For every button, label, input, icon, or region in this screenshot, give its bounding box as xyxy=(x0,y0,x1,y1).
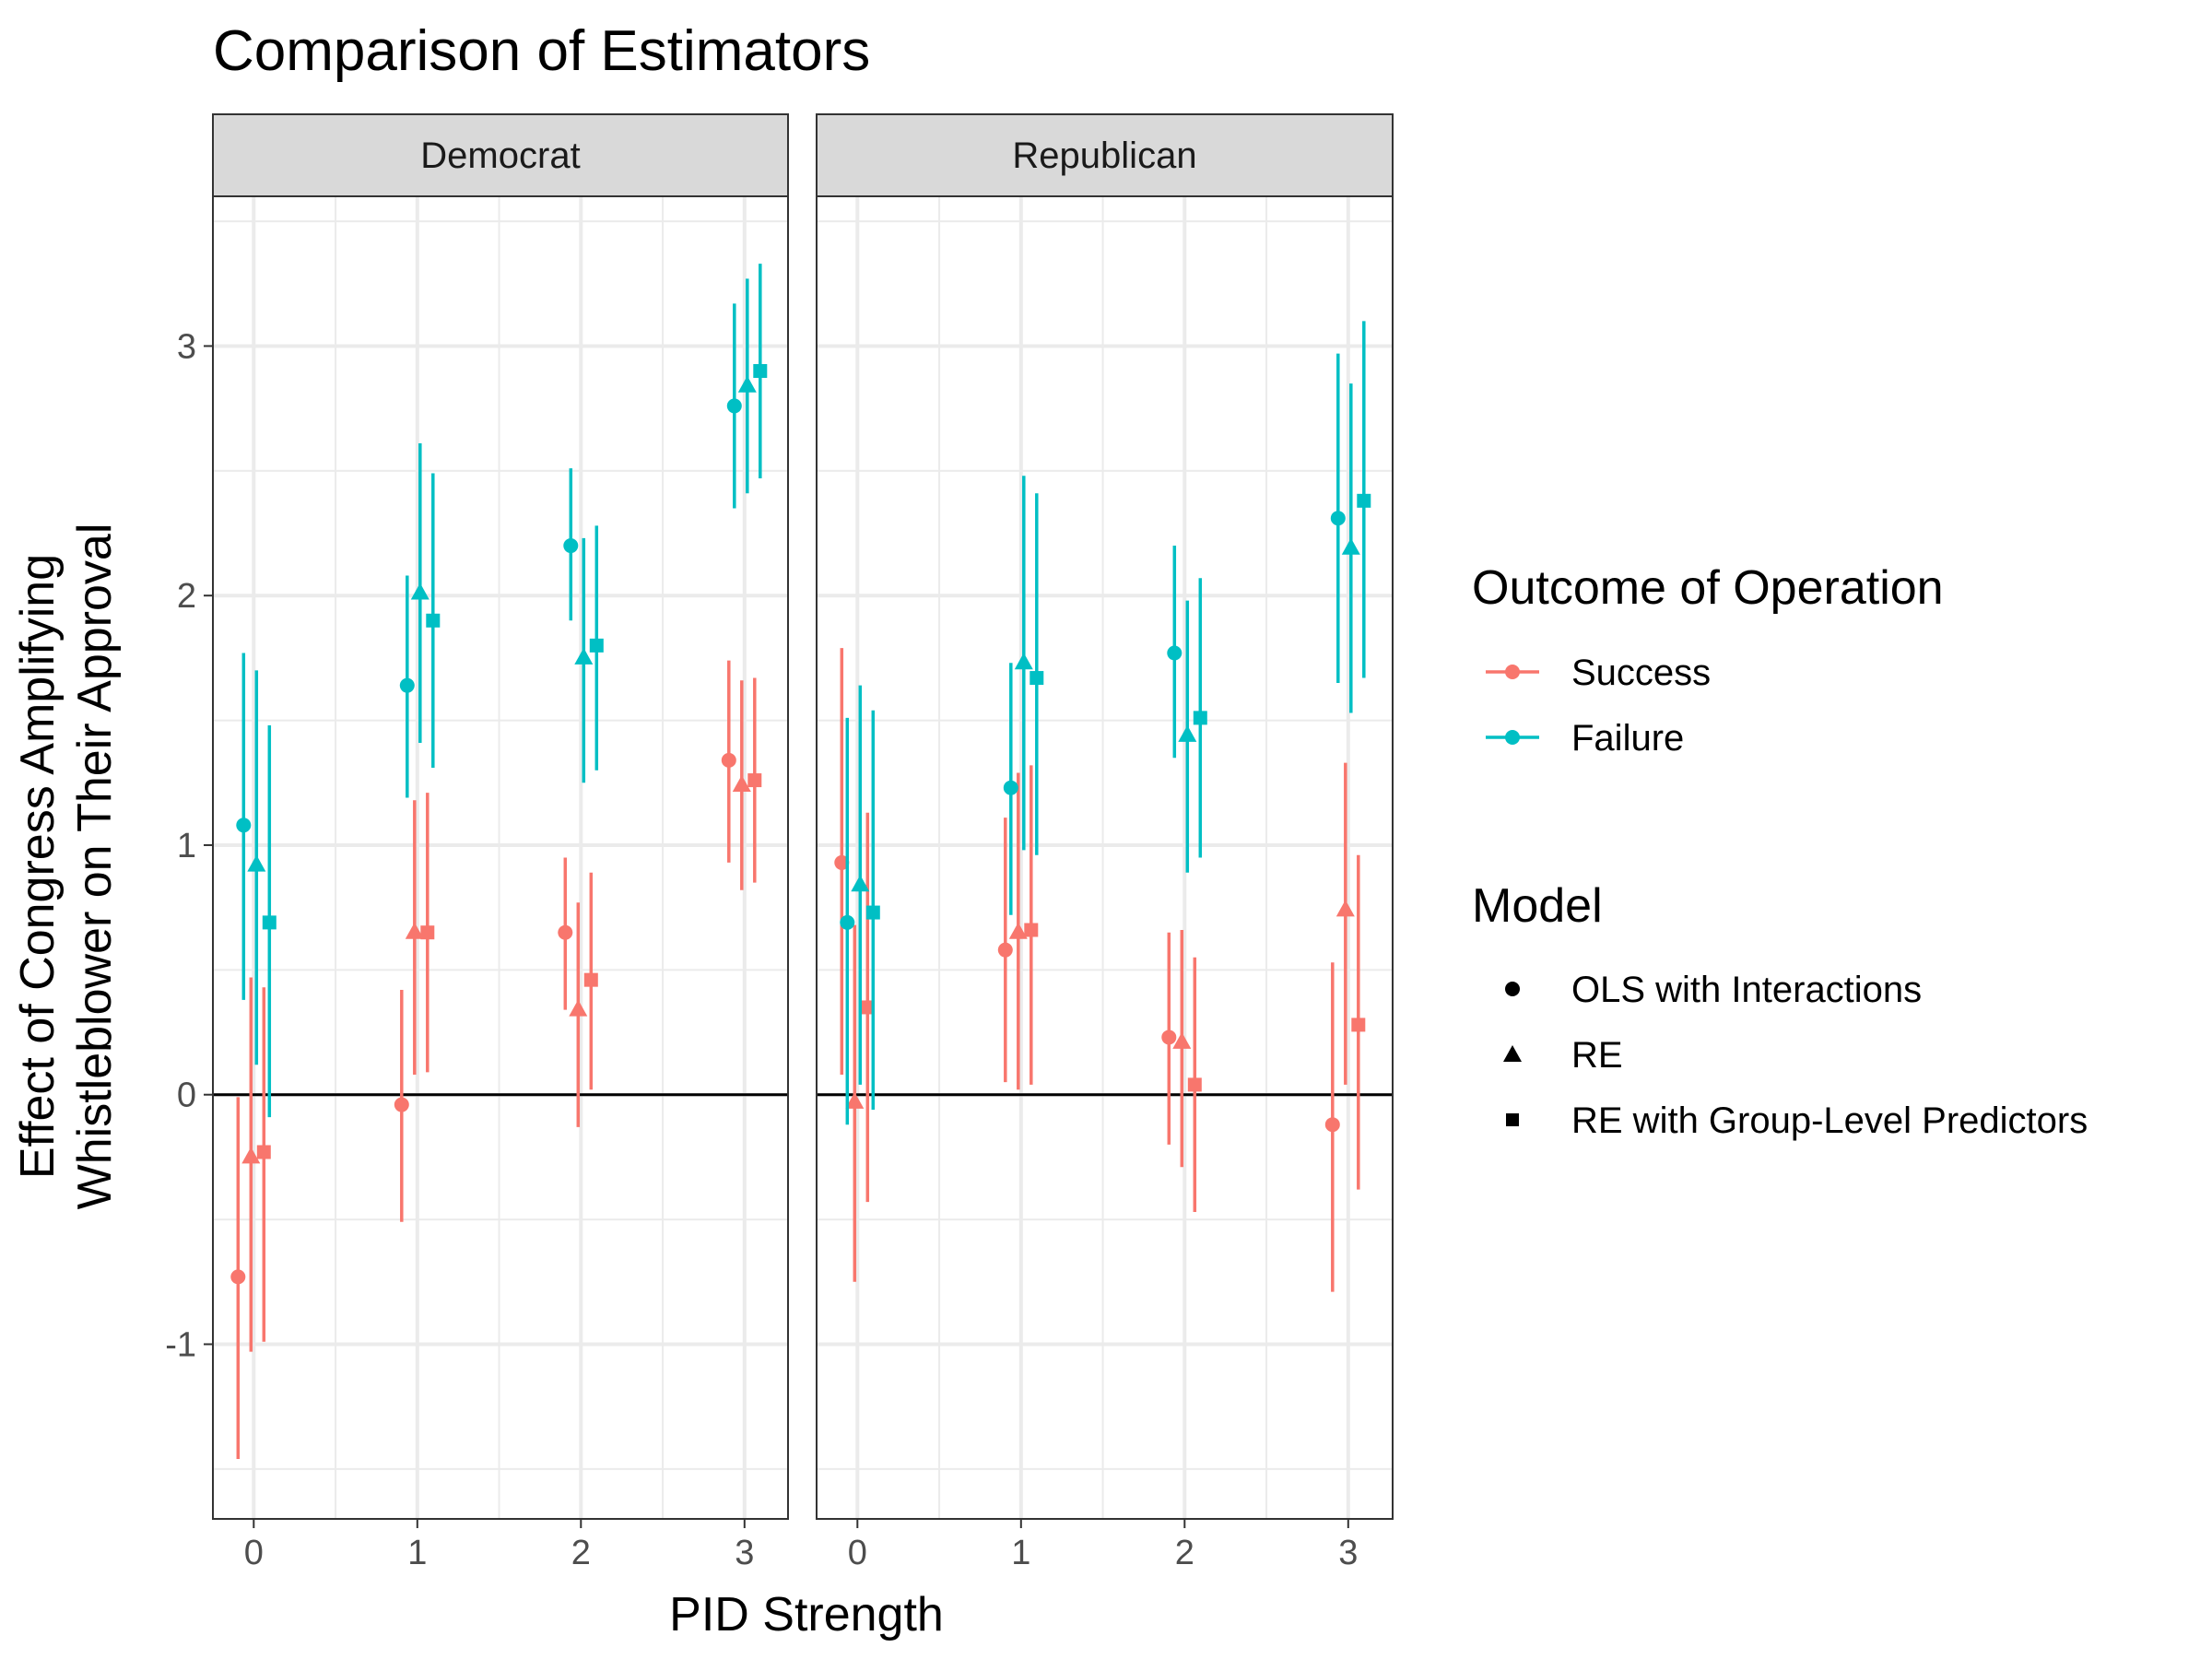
y-tick-label: 2 xyxy=(177,577,196,616)
y-tick-label: 0 xyxy=(177,1077,196,1115)
panel-background xyxy=(213,196,788,1519)
x-tick-label: 0 xyxy=(244,1534,264,1572)
data-point-circle xyxy=(236,818,252,833)
panels: Democrat 0 1 2 3 -1 0 1 2 3 Republican 0 1 2 3 xyxy=(165,113,1394,1572)
x-tick-label: 3 xyxy=(1338,1534,1358,1572)
data-point-square xyxy=(753,364,768,379)
panel-republican: Republican 0 1 2 3 xyxy=(816,113,1394,1572)
legend-item-ols: OLS with Interactions xyxy=(1505,970,1922,1010)
legend-outcome: Outcome of Operation Success Failure xyxy=(1472,561,1944,759)
data-point-triangle xyxy=(410,582,429,600)
legend-key-square-icon xyxy=(1506,1113,1519,1126)
data-point-circle xyxy=(721,752,736,768)
data-point-circle xyxy=(394,1097,409,1112)
chart-title: Comparison of Estimators xyxy=(213,19,870,83)
legend-item-failure: Failure xyxy=(1486,718,1684,759)
strip-democrat xyxy=(212,113,789,197)
legend-model-title: Model xyxy=(1472,879,1603,933)
data-point-triangle xyxy=(1335,900,1355,917)
data-point-triangle xyxy=(737,375,757,393)
data-point-triangle xyxy=(1178,724,1197,742)
data-point-triangle xyxy=(851,875,870,892)
data-point-square xyxy=(1351,1018,1366,1032)
data-point-triangle xyxy=(241,1147,261,1164)
data-point-triangle xyxy=(574,647,594,665)
x-tick-label: 1 xyxy=(1011,1534,1030,1572)
data-point-circle xyxy=(558,924,573,940)
data-point-square xyxy=(420,925,435,940)
data-point-circle xyxy=(1330,511,1346,526)
legend-key-circle-icon xyxy=(1505,982,1520,996)
x-tick-label: 3 xyxy=(735,1534,754,1572)
data-point-triangle xyxy=(1341,537,1360,555)
data-point-square xyxy=(426,613,441,628)
data-point-triangle xyxy=(1172,1031,1192,1049)
y-tick-label: -1 xyxy=(165,1325,196,1364)
legend-label-failure: Failure xyxy=(1571,718,1684,759)
data-point-triangle xyxy=(1008,922,1028,939)
legend-item-re: RE xyxy=(1503,1035,1623,1076)
panel-border xyxy=(816,195,1394,1520)
y-tick-label: 1 xyxy=(177,827,196,865)
data-point-circle xyxy=(230,1269,246,1285)
data-point-circle xyxy=(1161,1030,1177,1045)
data-point-square xyxy=(1357,493,1371,508)
data-point-triangle xyxy=(569,999,588,1017)
x-axis-title: PID Strength xyxy=(669,1588,944,1641)
data-point-circle xyxy=(399,677,415,693)
data-point-circle xyxy=(1003,780,1018,795)
legend-label-re-group: RE with Group-Level Predictors xyxy=(1571,1100,2088,1141)
x-tick-label: 2 xyxy=(571,1534,591,1572)
data-point-circle xyxy=(840,914,855,930)
data-point-circle xyxy=(834,854,850,870)
legend-key-point-success xyxy=(1505,665,1520,679)
legend-label-re: RE xyxy=(1571,1035,1623,1076)
data-point-square xyxy=(589,638,604,653)
legend-label-success: Success xyxy=(1571,653,1711,693)
data-point-square xyxy=(583,972,598,987)
legend-outcome-title: Outcome of Operation xyxy=(1472,561,1944,615)
legend-item-re-group: RE with Group-Level Predictors xyxy=(1506,1100,2088,1141)
data-point-circle xyxy=(563,538,579,554)
data-point-circle xyxy=(997,942,1013,958)
legend-model: Model OLS with Interactions RE RE with G… xyxy=(1472,879,2088,1141)
y-tick-label: 3 xyxy=(177,327,196,366)
data-point-square xyxy=(1024,923,1039,937)
data-point-square xyxy=(865,905,880,920)
data-point-square xyxy=(747,773,762,788)
data-point-square xyxy=(256,1145,271,1159)
data-point-circle xyxy=(726,398,742,414)
x-tick-label: 1 xyxy=(407,1534,427,1572)
data-point-circle xyxy=(1167,645,1182,661)
y-axis-title: Effect of Congress Amplifying Whistleblo… xyxy=(11,524,122,1210)
y-axis-title-line-2: Whistleblower on Their Approval xyxy=(68,524,122,1210)
data-point-square xyxy=(1187,1077,1202,1092)
strip-label-republican: Republican xyxy=(1012,135,1196,176)
data-point-square xyxy=(262,915,276,930)
panel-background xyxy=(817,196,1393,1519)
data-point-triangle xyxy=(732,774,751,792)
panel-democrat: Democrat 0 1 2 3 -1 0 1 2 3 xyxy=(165,113,789,1572)
strip-label-democrat: Democrat xyxy=(420,135,580,176)
data-point-triangle xyxy=(845,1091,865,1109)
legend-item-success: Success xyxy=(1486,653,1711,693)
data-point-triangle xyxy=(1014,653,1033,670)
legend-key-point-failure xyxy=(1505,730,1520,745)
strip-republican xyxy=(816,113,1394,197)
data-point-triangle xyxy=(405,922,424,939)
legend-label-ols: OLS with Interactions xyxy=(1571,970,1922,1010)
x-tick-label: 0 xyxy=(848,1534,867,1572)
panel-border xyxy=(212,195,789,1520)
data-point-square xyxy=(1193,711,1207,725)
data-point-triangle xyxy=(247,854,266,872)
data-point-square xyxy=(860,1000,875,1015)
y-axis-title-line-1: Effect of Congress Amplifying xyxy=(11,554,65,1179)
legend-key-triangle-icon xyxy=(1503,1045,1522,1062)
x-tick-label: 2 xyxy=(1175,1534,1194,1572)
data-point-circle xyxy=(1324,1117,1340,1133)
data-point-square xyxy=(1030,671,1044,686)
